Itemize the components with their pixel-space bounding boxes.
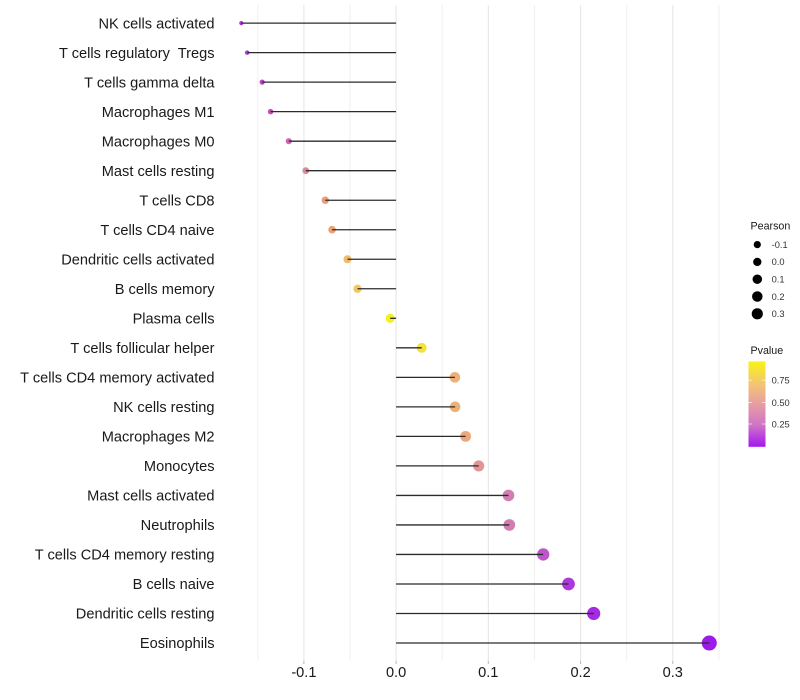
svg-text:T cells CD8: T cells CD8: [139, 193, 214, 209]
svg-text:Macrophages M2: Macrophages M2: [102, 430, 215, 446]
svg-text:B cells memory: B cells memory: [115, 282, 215, 298]
svg-text:0.50: 0.50: [772, 398, 790, 408]
svg-text:NK cells resting: NK cells resting: [113, 400, 214, 416]
svg-text:T cells CD4 naive: T cells CD4 naive: [100, 223, 214, 239]
svg-text:Dendritic cells resting: Dendritic cells resting: [76, 607, 215, 623]
svg-text:0.1: 0.1: [772, 275, 785, 285]
svg-text:Neutrophils: Neutrophils: [141, 518, 215, 534]
svg-text:Macrophages M0: Macrophages M0: [102, 134, 215, 150]
svg-text:-0.1: -0.1: [772, 240, 788, 250]
svg-text:Plasma cells: Plasma cells: [133, 312, 215, 328]
svg-text:0.3: 0.3: [663, 665, 683, 681]
svg-text:0.0: 0.0: [772, 257, 785, 267]
svg-text:Monocytes: Monocytes: [144, 459, 215, 475]
svg-text:T cells follicular helper: T cells follicular helper: [70, 341, 214, 357]
svg-text:B cells naive: B cells naive: [133, 577, 215, 593]
svg-text:-0.1: -0.1: [291, 665, 316, 681]
svg-text:Macrophages M1: Macrophages M1: [102, 105, 215, 121]
svg-text:Pvalue: Pvalue: [751, 345, 784, 357]
svg-text:Eosinophils: Eosinophils: [140, 636, 215, 652]
svg-text:Dendritic cells activated: Dendritic cells activated: [61, 252, 214, 268]
svg-text:Mast cells activated: Mast cells activated: [87, 489, 214, 505]
svg-text:0.3: 0.3: [772, 309, 785, 319]
svg-text:NK cells activated: NK cells activated: [99, 16, 215, 32]
svg-text:Pearson: Pearson: [751, 220, 791, 232]
svg-text:0.1: 0.1: [478, 665, 498, 681]
svg-text:Mast cells resting: Mast cells resting: [102, 164, 215, 180]
svg-text:T cells CD4 memory resting: T cells CD4 memory resting: [35, 548, 215, 564]
svg-text:T cells regulatory Tregs: T cells regulatory Tregs: [59, 46, 214, 62]
svg-text:0.0: 0.0: [386, 665, 406, 681]
svg-text:0.2: 0.2: [772, 292, 785, 302]
svg-text:T cells CD4 memory activated: T cells CD4 memory activated: [20, 371, 214, 387]
svg-text:0.25: 0.25: [772, 419, 790, 429]
svg-text:0.2: 0.2: [570, 665, 590, 681]
svg-text:T cells gamma delta: T cells gamma delta: [84, 75, 215, 91]
svg-text:0.75: 0.75: [772, 376, 790, 386]
